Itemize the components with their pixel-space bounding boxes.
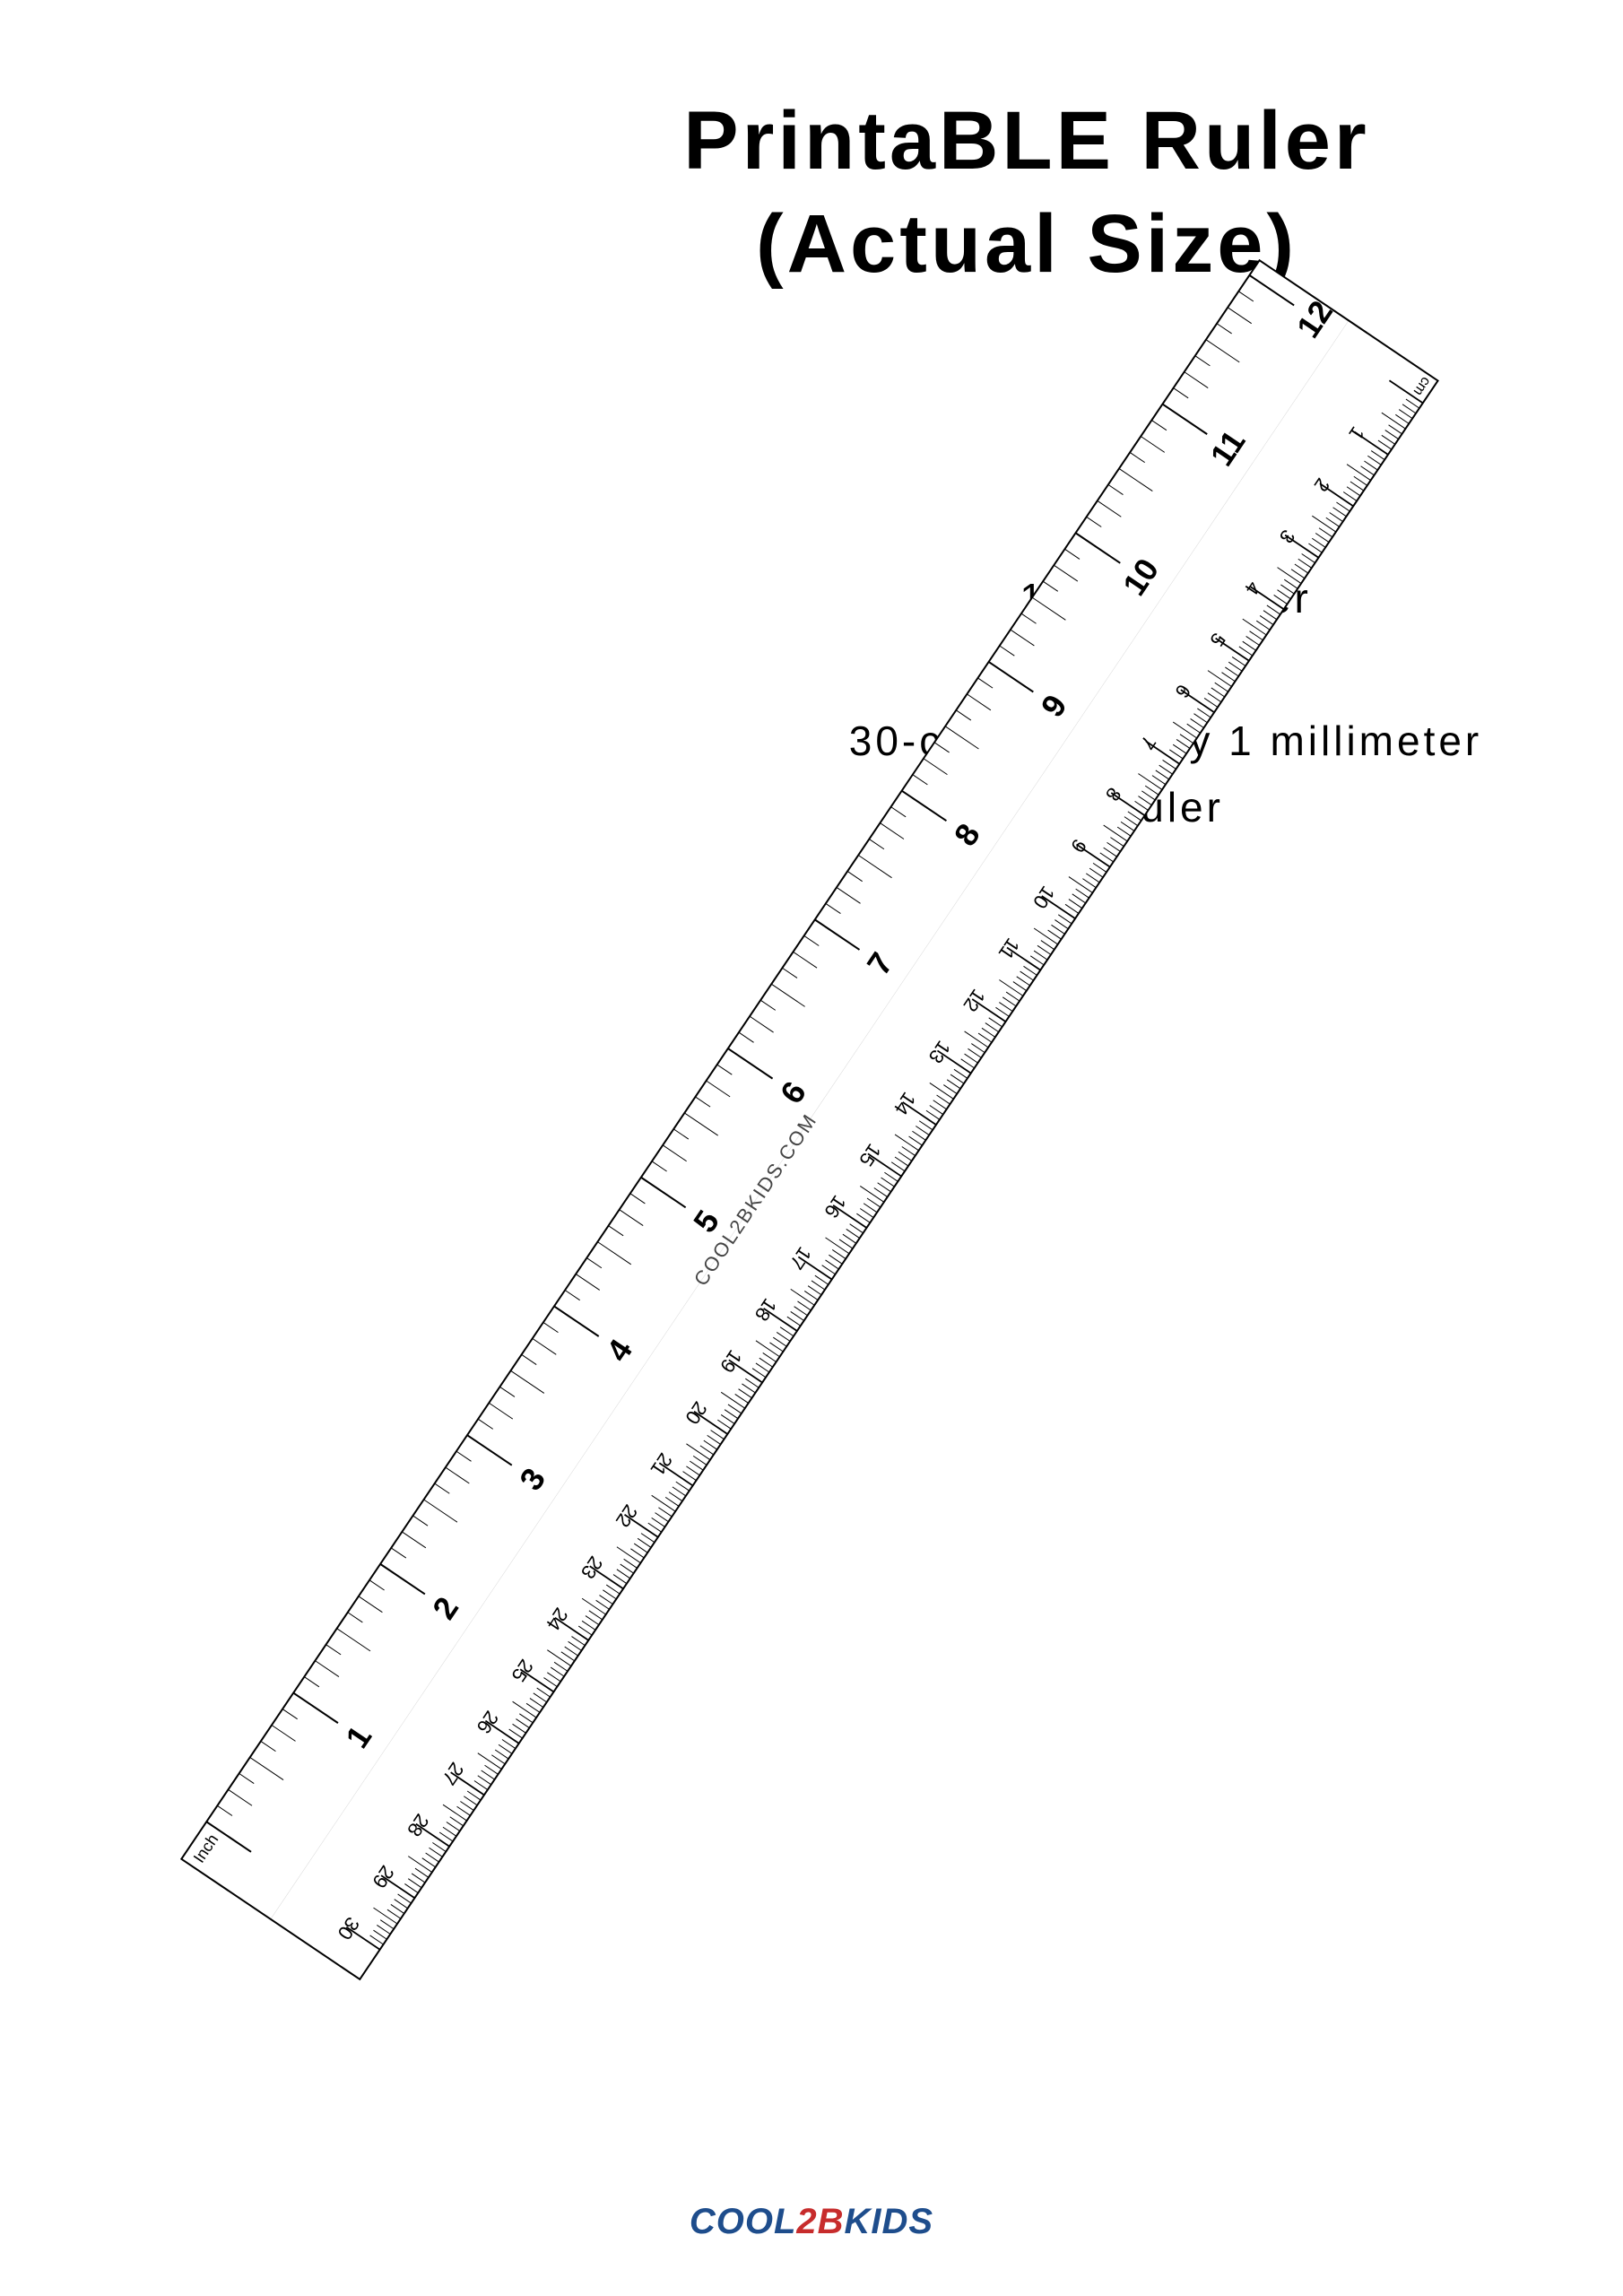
title-line-1: PrintaBLE Ruler (683, 95, 1369, 187)
footer-logo: COOL2BKIDS (0, 2202, 1623, 2242)
ruler-diagram: Inch123456789101112cm1234567891011121314… (159, 233, 1460, 2007)
page-title: PrintaBLE Ruler (Actual Size) (466, 90, 1587, 296)
logo-part-2b: 2B (796, 2202, 844, 2241)
title-line-2: (Actual Size) (756, 198, 1298, 290)
logo-part-cool: COOL (690, 2202, 797, 2241)
ruler-container: Inch123456789101112cm1234567891011121314… (159, 233, 1464, 2009)
logo-part-kids: KIDS (845, 2202, 934, 2241)
